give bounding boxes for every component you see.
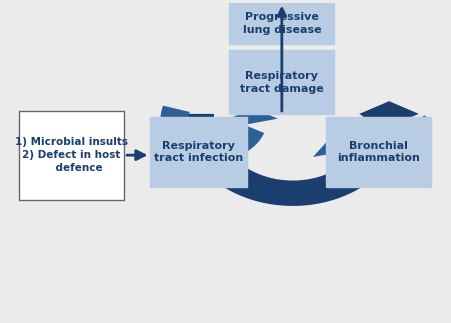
FancyBboxPatch shape: [229, 50, 334, 114]
Text: Bronchial
inflammation: Bronchial inflammation: [337, 141, 419, 163]
FancyBboxPatch shape: [326, 117, 431, 187]
Polygon shape: [313, 116, 432, 176]
FancyBboxPatch shape: [19, 111, 124, 200]
Text: 1) Microbial insults
2) Defect in host
    defence: 1) Microbial insults 2) Defect in host d…: [15, 137, 128, 173]
Text: Progressive
lung disease: Progressive lung disease: [243, 12, 321, 35]
FancyBboxPatch shape: [229, 3, 334, 44]
Polygon shape: [179, 101, 419, 206]
FancyBboxPatch shape: [151, 117, 247, 187]
Text: Respiratory
tract infection: Respiratory tract infection: [154, 141, 243, 163]
Polygon shape: [161, 106, 278, 161]
Text: Respiratory
tract damage: Respiratory tract damage: [240, 71, 324, 94]
